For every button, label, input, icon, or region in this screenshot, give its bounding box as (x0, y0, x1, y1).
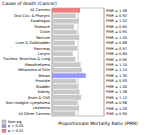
bar (52, 8, 80, 13)
tick: Pancreas (34, 47, 52, 51)
bar (52, 95, 81, 100)
legend: Non-sigp < 0.05p < 0.01 (2, 120, 24, 133)
tick: Bladder (36, 85, 52, 89)
bar (52, 90, 80, 95)
bar (52, 52, 73, 57)
tick-label: All Other Cancers (19, 112, 51, 116)
tick-label: Prostate (35, 79, 51, 83)
data-label: PMR = 1.30 (106, 74, 128, 78)
tick: Brain & CNS (28, 96, 52, 100)
bars (52, 8, 86, 116)
bar (52, 13, 76, 18)
bar (52, 35, 79, 40)
data-label: PMR = 1.15 (106, 68, 127, 72)
tick: Oral Cav. & Pharynx (14, 14, 52, 18)
tick-label: Breast (38, 74, 50, 78)
data-label: PMR = 1.00 (106, 85, 128, 89)
tick-label: Colon (40, 30, 50, 34)
tick: Trachea, Bronchus & Lung (2, 57, 52, 61)
bar (52, 57, 75, 62)
data-label: PMR = 0.85 (106, 25, 127, 29)
tick-label: Kidney (38, 90, 51, 94)
legend-swatch (2, 120, 6, 123)
data-label: PMR = 0.96 (106, 101, 128, 105)
tick: Prostate (35, 79, 52, 83)
tick: Kidney (38, 90, 52, 94)
tick: All Cancers (30, 8, 52, 12)
data-label: PMR = 0.90 (106, 58, 128, 62)
y-axis: All Cancers Oral Cav. & PharynxEsophagus S… (2, 8, 52, 116)
legend-label: Non-sig (8, 120, 22, 124)
data-labels: PMR = 0.92PMR = 1.02 PMR = 0.85PMR = 0.95… (106, 9, 128, 116)
bar (52, 62, 81, 67)
data-label: PMR = 1.06 (106, 90, 128, 94)
tick-label: Melanoma of Skin (18, 68, 50, 72)
data-label: PMR = 1.05 (106, 36, 127, 40)
bar (52, 46, 77, 51)
tick: Colon (40, 30, 52, 34)
bar (52, 106, 79, 111)
tick-label: Rectum (36, 36, 50, 40)
data-label: PMR = 0.90 (106, 112, 128, 116)
bar (52, 73, 86, 78)
bar (52, 30, 77, 35)
data-label: PMR = 0.93 (106, 79, 127, 83)
grid (52, 8, 104, 116)
tick: Stomach (34, 25, 52, 29)
data-label: PMR = 1.02 (106, 19, 127, 23)
data-label: PMR = 0.92 (106, 14, 127, 18)
tick: Non-Hodgkin Lymphoma (6, 101, 52, 105)
legend-label: p < 0.05 (8, 124, 24, 128)
data-label: PMR = 1.10 (106, 63, 128, 67)
tick: Leukemia (33, 106, 52, 110)
data-label: PMR = 0.97 (106, 47, 127, 51)
tick-label: Liver & Gallbladder (15, 41, 50, 45)
tick-label: Larynx (38, 52, 51, 56)
bar (52, 68, 82, 73)
tick-label: Esophagus (30, 19, 50, 23)
tick: Breast (38, 74, 52, 78)
legend-swatch (2, 129, 6, 132)
bar (52, 41, 75, 46)
tick: Liver & Gallbladder (15, 41, 52, 45)
tick: Mesothelioma (25, 63, 52, 67)
bar (52, 19, 79, 24)
data-label: PMR = 1.08 (106, 9, 128, 13)
grid-line (78, 8, 79, 116)
tick-label: Stomach (34, 25, 50, 29)
bar (52, 24, 74, 29)
tick: Esophagus (30, 19, 52, 23)
bar (52, 111, 75, 116)
bar (52, 100, 77, 105)
title: Cause of death (Cancer) (2, 1, 57, 6)
bar (52, 84, 78, 89)
tick-label: All Cancers (30, 8, 50, 12)
tick-label: Oral Cav. & Pharynx (14, 14, 51, 18)
bar (52, 79, 76, 84)
tick-label: Leukemia (33, 106, 50, 110)
tick-label: Bladder (36, 85, 50, 89)
legend-swatch (2, 125, 6, 128)
tick-label: Brain & CNS (28, 96, 51, 100)
axis-title: Proportionate Mortality Ratio (PMR) (58, 121, 138, 126)
data-label: PMR = 0.95 (106, 30, 127, 34)
tick-label: Mesothelioma (25, 63, 50, 67)
chart: Cause of death (Cancer) All Cancers Oral C… (0, 0, 162, 135)
tick-label: Trachea, Bronchus & Lung (2, 57, 50, 61)
tick: Rectum (36, 36, 52, 40)
plot-frame (52, 8, 104, 116)
data-label: PMR = 1.03 (106, 107, 127, 111)
tick: Melanoma of Skin (18, 68, 52, 72)
tick: Larynx (38, 52, 52, 56)
data-label: PMR = 1.12 (106, 96, 127, 100)
data-label: PMR = 0.80 (106, 52, 128, 56)
tick-label: Non-Hodgkin Lymphoma (6, 101, 50, 105)
tick-label: Pancreas (34, 47, 50, 51)
legend-label: p < 0.01 (8, 129, 24, 133)
data-label: PMR = 0.88 (106, 41, 128, 45)
tick: All Other Cancers (19, 112, 52, 116)
